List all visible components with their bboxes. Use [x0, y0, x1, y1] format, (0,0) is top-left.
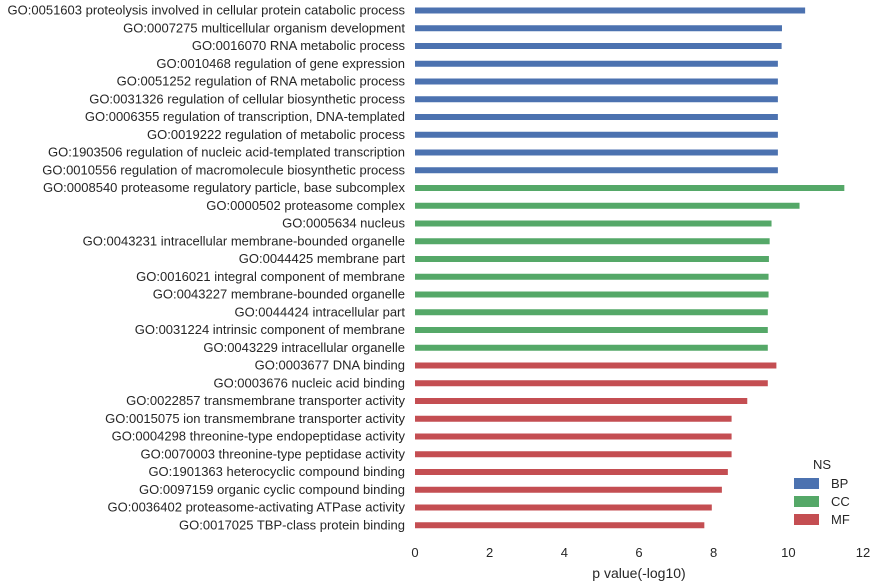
- bar-bp: [415, 149, 778, 156]
- category-labels: GO:0051603 proteolysis involved in cellu…: [8, 3, 406, 533]
- category-label: GO:0006355 regulation of transcription, …: [85, 109, 405, 124]
- bar-cc: [415, 238, 770, 245]
- category-label: GO:0022857 transmembrane transporter act…: [126, 393, 405, 408]
- category-label: GO:0003677 DNA binding: [255, 358, 405, 373]
- bar-cc: [415, 291, 769, 298]
- category-label: GO:0044424 intracellular part: [234, 304, 405, 319]
- x-tick-label: 4: [561, 545, 568, 560]
- x-axis-title: p value(-log10): [592, 565, 685, 581]
- bar-cc: [415, 256, 769, 262]
- bar-cc: [415, 327, 768, 333]
- bars-layer: [415, 7, 845, 529]
- bar-bp: [415, 167, 778, 174]
- bar-mf: [415, 522, 705, 529]
- bar-mf: [415, 469, 728, 475]
- bar-mf: [415, 380, 768, 387]
- legend-swatch-bp: [794, 478, 819, 489]
- category-label: GO:0043227 membrane-bounded organelle: [153, 287, 405, 302]
- category-label: GO:0000502 proteasome complex: [206, 198, 405, 213]
- x-tick-label: 8: [710, 545, 717, 560]
- category-label: GO:0019222 regulation of metabolic proce…: [147, 127, 405, 142]
- category-label: GO:0008540 proteasome regulatory particl…: [43, 180, 406, 195]
- bar-cc: [415, 220, 772, 227]
- category-label: GO:0016021 integral component of membran…: [136, 269, 405, 284]
- bar-bp: [415, 43, 782, 49]
- bar-mf: [415, 486, 722, 493]
- category-label: GO:0017025 TBP-class protein binding: [179, 517, 405, 532]
- category-label: GO:0016070 RNA metabolic process: [192, 38, 406, 53]
- bar-bp: [415, 25, 782, 32]
- bar-cc: [415, 273, 769, 280]
- bar-mf: [415, 415, 732, 422]
- category-label: GO:0031224 intrinsic component of membra…: [135, 322, 405, 337]
- x-tick-label: 12: [856, 545, 870, 560]
- bar-cc: [415, 202, 800, 209]
- legend-label-bp: BP: [831, 476, 848, 491]
- category-label: GO:0044425 membrane part: [239, 251, 406, 266]
- x-tick-label: 6: [635, 545, 642, 560]
- bar-bp: [415, 131, 778, 138]
- legend-swatch-mf: [794, 514, 819, 525]
- category-label: GO:0015075 ion transmembrane transporter…: [105, 411, 405, 426]
- bar-bp: [415, 96, 778, 103]
- legend-swatch-cc: [794, 496, 819, 507]
- category-label: GO:0051252 regulation of RNA metabolic p…: [117, 74, 406, 89]
- bar-mf: [415, 504, 712, 511]
- category-label: GO:0004298 threonine-type endopeptidase …: [112, 429, 406, 444]
- legend-label-mf: MF: [831, 512, 850, 527]
- category-label: GO:0003676 nucleic acid binding: [213, 375, 405, 390]
- legend-title: NS: [813, 457, 831, 472]
- bar-mf: [415, 362, 777, 369]
- bar-mf: [415, 451, 732, 458]
- category-label: GO:0007275 multicellular organism develo…: [123, 20, 405, 35]
- category-label: GO:0036402 proteasome-activating ATPase …: [108, 500, 406, 515]
- category-label: GO:1901363 heterocyclic compound binding: [148, 464, 405, 479]
- x-axis-ticks: 0 2 4 6 8 10 12: [411, 545, 870, 560]
- bar-bp: [415, 78, 778, 85]
- bar-bp: [415, 7, 806, 14]
- x-tick-label: 2: [486, 545, 493, 560]
- bar-cc: [415, 185, 845, 191]
- category-label: GO:0010556 regulation of macromolecule b…: [42, 162, 405, 177]
- bar-mf: [415, 433, 732, 440]
- category-label: GO:1903506 regulation of nucleic acid-te…: [48, 145, 405, 160]
- x-tick-label: 0: [411, 545, 418, 560]
- bar-bp: [415, 114, 778, 120]
- bar-bp: [415, 60, 778, 67]
- category-label: GO:0031326 regulation of cellular biosyn…: [89, 91, 405, 106]
- legend-label-cc: CC: [831, 494, 850, 509]
- bar-cc: [415, 309, 768, 316]
- category-label: GO:0051603 proteolysis involved in cellu…: [8, 3, 406, 18]
- category-label: GO:0010468 regulation of gene expression: [156, 56, 405, 71]
- bar-mf: [415, 398, 748, 404]
- category-label: GO:0043229 intracellular organelle: [203, 340, 405, 355]
- category-label: GO:0043231 intracellular membrane-bounde…: [83, 233, 405, 248]
- category-label: GO:0005634 nucleus: [282, 216, 405, 231]
- category-label: GO:0097159 organic cyclic compound bindi…: [139, 482, 405, 497]
- bar-cc: [415, 344, 768, 351]
- x-tick-label: 10: [781, 545, 795, 560]
- category-label: GO:0070003 threonine-type peptidase acti…: [140, 446, 405, 461]
